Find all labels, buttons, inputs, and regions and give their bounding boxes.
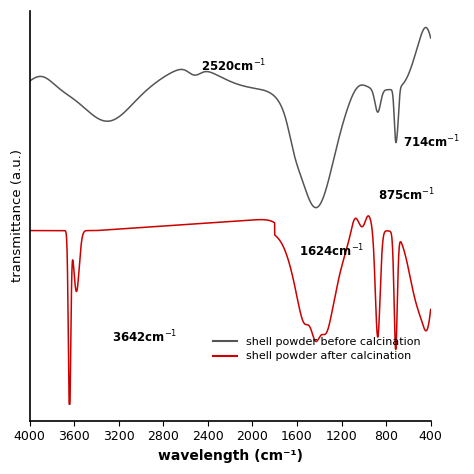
Text: 875cm$^{-1}$: 875cm$^{-1}$ <box>378 187 436 203</box>
Legend: shell powder before calcination, shell powder after calcination: shell powder before calcination, shell p… <box>208 333 425 366</box>
Text: 714cm$^{-1}$: 714cm$^{-1}$ <box>403 134 461 150</box>
Text: 3642cm$^{-1}$: 3642cm$^{-1}$ <box>112 328 177 345</box>
Text: 2520cm$^{-1}$: 2520cm$^{-1}$ <box>201 58 266 74</box>
X-axis label: wavelength (cm⁻¹): wavelength (cm⁻¹) <box>158 449 303 463</box>
Y-axis label: transmittance (a.u.): transmittance (a.u.) <box>11 149 24 283</box>
Text: 1624cm$^{-1}$: 1624cm$^{-1}$ <box>299 242 365 259</box>
